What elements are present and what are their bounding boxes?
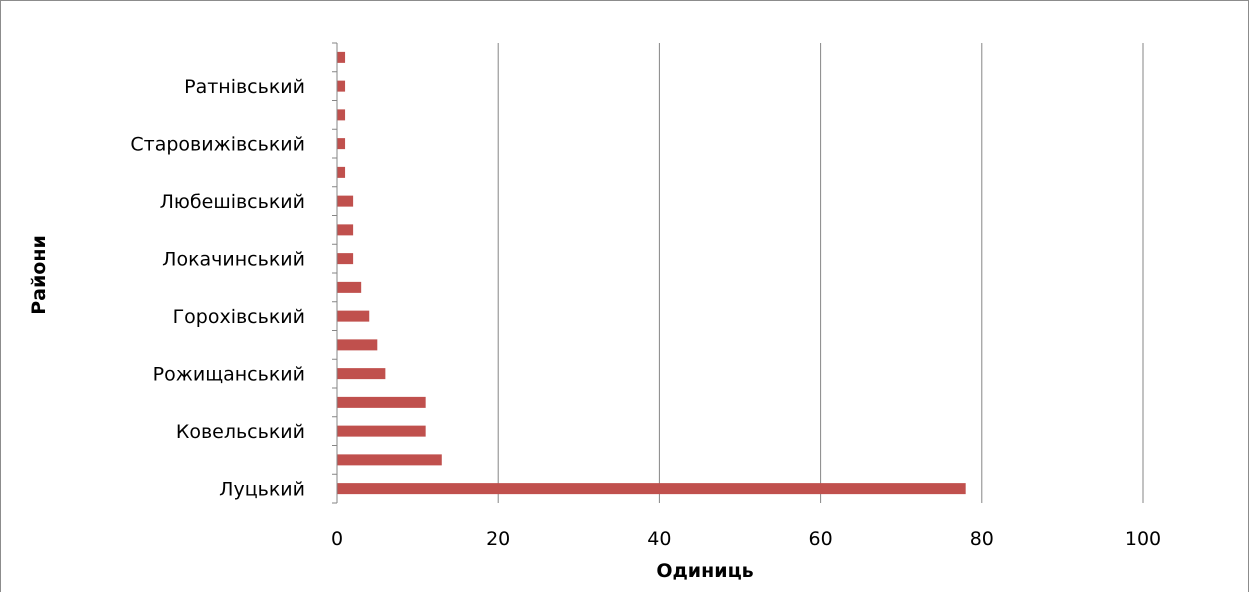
y-axis-title: Райони (28, 235, 50, 315)
y-tick-label: Ратнівський (184, 76, 305, 98)
bar (337, 396, 426, 408)
bar (337, 51, 346, 63)
bars (337, 51, 966, 495)
bar (337, 368, 386, 380)
bar (337, 483, 966, 495)
x-tick-label: 0 (331, 528, 343, 550)
bar (337, 138, 346, 150)
bar (337, 253, 354, 265)
y-tick-label: Рожищанський (153, 364, 305, 386)
y-tick-label: Горохівський (173, 306, 305, 328)
x-axis-tick-labels: 0 20 40 60 80 100 (331, 528, 1161, 550)
y-tick-label: Локачинський (162, 249, 305, 271)
bar (337, 281, 362, 293)
y-tick-label: Ковельський (176, 421, 305, 443)
y-tick-label: Старовижівський (130, 134, 305, 156)
y-tick-label: Луцький (219, 479, 305, 501)
bar (337, 195, 354, 207)
bar (337, 109, 346, 121)
bar (337, 339, 378, 351)
y-axis-tick-labels: Луцький Ковельський Рожищанський Горохівськ… (130, 76, 305, 501)
bar (337, 80, 346, 92)
x-tick-label: 40 (647, 528, 671, 550)
bar (337, 454, 442, 466)
bar (337, 224, 354, 236)
x-tick-label: 100 (1125, 528, 1161, 550)
x-tick-label: 60 (809, 528, 833, 550)
bar (337, 166, 346, 178)
y-axis-ticks (332, 42, 337, 504)
x-axis-title: Одиниць (656, 560, 753, 582)
y-tick-label: Любешівський (160, 191, 305, 213)
x-tick-label: 80 (970, 528, 994, 550)
x-tick-label: 20 (486, 528, 510, 550)
bar (337, 310, 370, 322)
bar (337, 425, 426, 437)
grid-lines (497, 43, 1144, 503)
